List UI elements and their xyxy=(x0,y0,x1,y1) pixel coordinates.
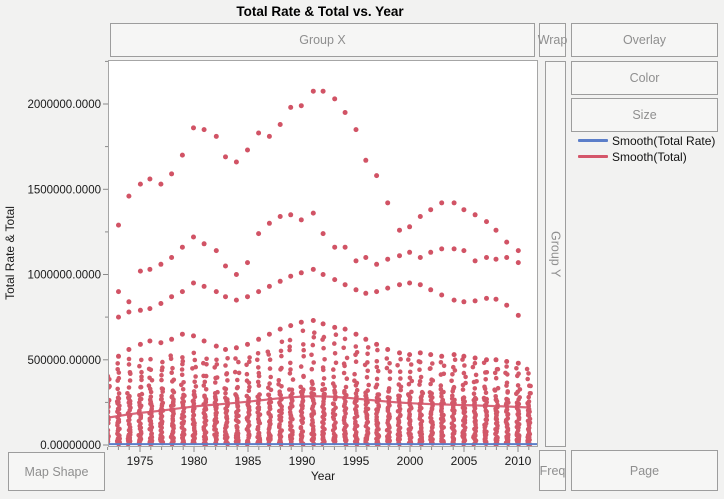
dropzone-page-label: Page xyxy=(629,463,660,478)
y-tick-label: 1000000.0000 xyxy=(27,270,101,282)
y-axis[interactable]: 2000000.0000 1500000.0000 1000000.0000 5000… xyxy=(3,60,108,452)
x-tick-label: 2005 xyxy=(451,454,478,468)
scatter-points-dense[interactable] xyxy=(104,328,533,447)
dropzone-wrap[interactable]: Wrap xyxy=(537,23,568,57)
dropzone-overlay[interactable]: Overlay xyxy=(571,23,718,57)
legend-swatch-red-line-icon xyxy=(578,155,608,158)
dropzone-size-label: Size xyxy=(632,108,657,122)
dropzone-group-y[interactable]: Group Y xyxy=(545,61,566,447)
dropzone-freq-label: Freq xyxy=(539,463,566,478)
legend-label: Smooth(Total Rate) xyxy=(612,133,716,148)
x-tick-label: 2010 xyxy=(505,454,532,468)
page-title: Total Rate & Total vs. Year xyxy=(236,4,404,19)
plot-content[interactable] xyxy=(104,88,537,447)
smooth-line-Smooth(Total)[interactable] xyxy=(108,395,529,419)
dropzone-group-y-label: Group Y xyxy=(548,230,563,278)
plot-frame xyxy=(108,60,538,447)
y-axis-title[interactable]: Total Rate & Total xyxy=(3,206,17,300)
dropzone-map-shape-label: Map Shape xyxy=(24,464,89,479)
scatter-points-scatter-band-4[interactable] xyxy=(116,318,521,366)
legend-item-smooth-total[interactable]: Smooth(Total) xyxy=(578,149,715,164)
x-axis[interactable]: 1975 1980 1985 1990 1995 2000 2005 2010 Year xyxy=(107,447,532,483)
dropzone-group-x-label: Group X xyxy=(299,33,346,47)
legend-label: Smooth(Total) xyxy=(612,149,687,164)
x-axis-title[interactable]: Year xyxy=(311,469,335,483)
dropzone-overlay-label: Overlay xyxy=(622,33,667,47)
dropzone-page[interactable]: Page xyxy=(571,450,718,491)
x-tick-label: 1995 xyxy=(343,454,370,468)
dropzone-color-label: Color xyxy=(629,71,660,85)
x-tick-label: 1975 xyxy=(127,454,154,468)
dropzone-wrap-label: Wrap xyxy=(537,33,568,47)
y-tick-label: 500000.00000 xyxy=(27,355,101,367)
x-tick-label: 1980 xyxy=(181,454,208,468)
scatter-points-scatter-band-top[interactable] xyxy=(116,88,521,254)
dropzone-size[interactable]: Size xyxy=(571,98,718,132)
y-tick-label: 2000000.0000 xyxy=(27,99,101,111)
legend: Smooth(Total Rate) Smooth(Total) xyxy=(578,133,715,164)
x-tick-label: 1990 xyxy=(289,454,316,468)
dropzone-color[interactable]: Color xyxy=(571,61,718,95)
dropzone-group-x[interactable]: Group X xyxy=(110,23,535,57)
scatter-points-scatter-band-3[interactable] xyxy=(116,266,521,320)
legend-item-smooth-total-rate[interactable]: Smooth(Total Rate) xyxy=(578,133,715,148)
legend-swatch-blue-line-icon xyxy=(578,139,608,142)
dropzone-freq[interactable]: Freq xyxy=(539,450,566,491)
x-tick-label: 1985 xyxy=(235,454,262,468)
dropzone-map-shape[interactable]: Map Shape xyxy=(8,452,105,491)
x-tick-label: 2000 xyxy=(397,454,424,468)
scatter-points-scatter-band-2[interactable] xyxy=(116,210,521,305)
y-tick-label: 0.00000000 xyxy=(40,440,101,452)
y-tick-label: 1500000.0000 xyxy=(27,184,101,196)
